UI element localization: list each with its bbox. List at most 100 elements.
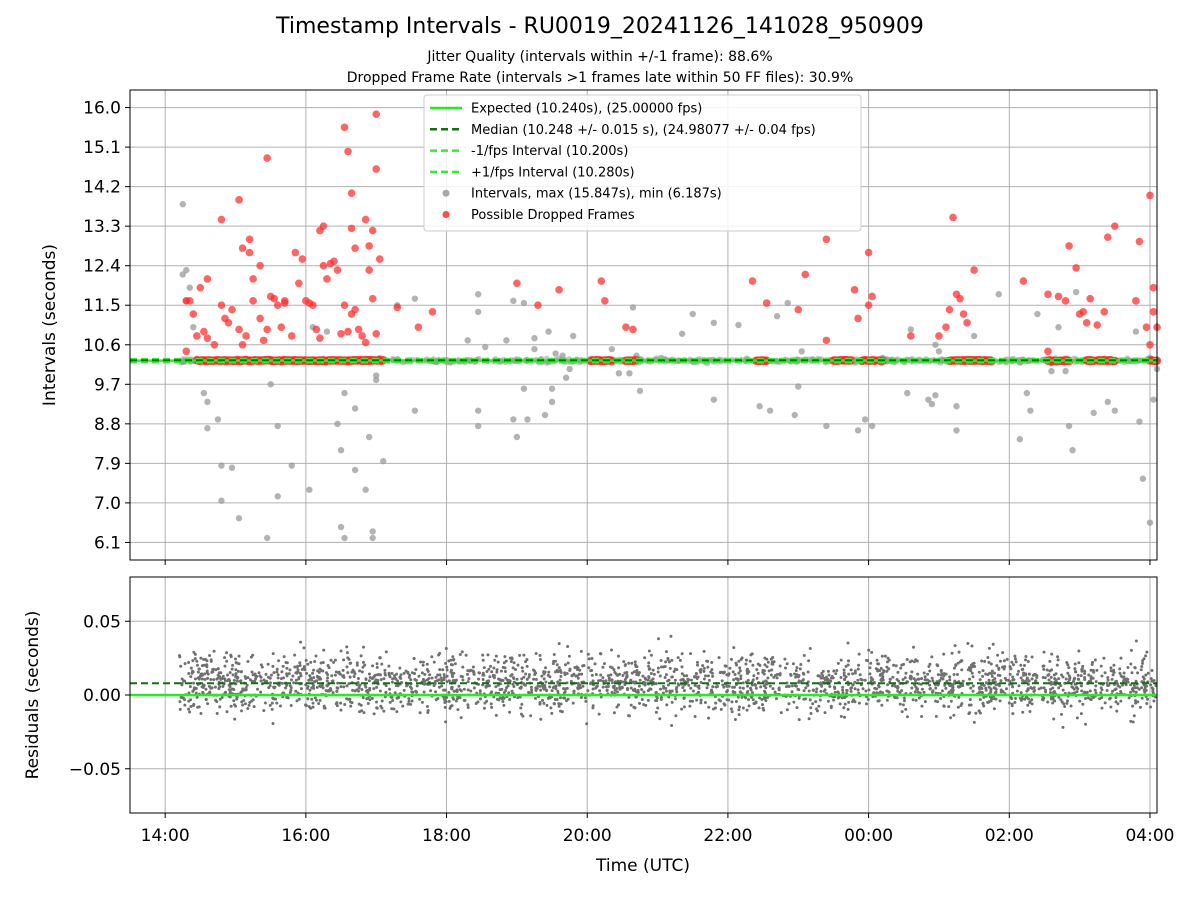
residual-point — [647, 661, 651, 665]
interval-point — [559, 352, 566, 359]
residual-point — [563, 671, 567, 675]
residual-point — [187, 672, 191, 676]
residual-point — [666, 679, 670, 683]
residual-point — [797, 688, 801, 692]
residual-point — [242, 698, 246, 702]
residual-point — [737, 705, 741, 709]
residual-point — [221, 685, 225, 689]
residual-point — [455, 697, 459, 701]
residual-point — [451, 655, 455, 659]
residual-point — [707, 716, 711, 720]
residual-point — [1151, 689, 1155, 693]
residual-point — [522, 653, 526, 657]
residual-point — [552, 653, 556, 657]
residual-point — [606, 685, 610, 689]
residual-point — [761, 668, 765, 672]
residual-point — [759, 685, 763, 689]
residual-point — [806, 670, 810, 674]
residual-point — [271, 664, 275, 668]
residual-point — [875, 687, 879, 691]
residual-point — [183, 703, 187, 707]
residual-point — [970, 644, 974, 648]
dropped-frame-point — [1146, 340, 1154, 349]
residual-point — [423, 673, 427, 677]
residual-point — [989, 662, 993, 666]
residual-point — [1100, 674, 1104, 678]
residual-point — [626, 688, 630, 692]
residual-point — [229, 704, 233, 708]
residual-point — [1109, 666, 1113, 670]
residual-point — [441, 668, 445, 672]
dropped-frame-point — [287, 332, 296, 340]
residual-point — [693, 714, 697, 718]
residual-point — [702, 666, 706, 670]
residual-point — [529, 714, 533, 718]
residual-point — [205, 669, 209, 673]
residual-point — [466, 705, 470, 709]
dropped-frame-point — [263, 154, 271, 162]
dropped-frame-point — [249, 275, 257, 283]
residual-point — [1093, 658, 1097, 662]
residual-point — [621, 673, 625, 677]
residual-point — [437, 685, 441, 689]
residual-point — [270, 701, 274, 705]
residual-point — [1016, 672, 1020, 676]
residual-point — [576, 681, 580, 685]
residual-point — [699, 670, 703, 674]
residual-point — [1042, 667, 1046, 671]
residual-point — [1021, 678, 1025, 682]
dropped-frame-point — [949, 213, 957, 222]
residual-point — [729, 707, 733, 711]
dropped-frame-point — [354, 325, 363, 334]
residual-point — [580, 672, 584, 676]
residual-point — [739, 674, 743, 678]
residual-point — [1011, 685, 1015, 689]
residual-point — [689, 678, 693, 682]
residual-point — [877, 685, 881, 689]
residual-point — [682, 705, 686, 709]
residual-point — [284, 686, 288, 690]
residual-point — [375, 662, 379, 666]
residual-point — [1027, 672, 1031, 676]
residual-point — [430, 676, 434, 680]
residual-point — [857, 701, 861, 705]
residual-point — [196, 705, 200, 709]
residual-point — [410, 699, 414, 703]
residual-point — [270, 707, 274, 711]
residual-point — [235, 695, 239, 699]
residual-point — [312, 676, 316, 680]
residual-point — [375, 685, 379, 689]
residual-point — [454, 678, 458, 682]
interval-point — [710, 396, 718, 403]
residual-point — [424, 682, 428, 686]
residual-point — [736, 677, 740, 681]
interval-point — [861, 416, 869, 423]
residual-point — [845, 689, 849, 693]
residual-point — [905, 658, 909, 662]
residual-point — [853, 669, 857, 673]
residual-point — [565, 671, 569, 675]
residual-point — [1065, 701, 1069, 705]
residual-point — [891, 675, 895, 679]
intervals-y-ticks: 6.17.07.98.89.710.611.512.413.314.215.11… — [83, 99, 130, 553]
residual-point — [510, 689, 514, 693]
residual-point — [217, 687, 221, 691]
residual-point — [1114, 700, 1118, 704]
residual-point — [1140, 665, 1144, 669]
residual-point — [587, 666, 591, 670]
residual-point — [1080, 689, 1084, 693]
residual-point — [498, 696, 502, 700]
residual-point — [346, 671, 350, 675]
residual-point — [1033, 689, 1037, 693]
residual-point — [856, 678, 860, 682]
residual-point — [957, 695, 961, 699]
residual-point — [428, 673, 432, 677]
residual-point — [995, 664, 999, 668]
residual-point — [457, 684, 461, 688]
residual-point — [193, 686, 197, 690]
residual-point — [1079, 712, 1083, 716]
residual-point — [984, 688, 988, 692]
residual-point — [1042, 686, 1046, 690]
residual-point — [200, 677, 204, 681]
residual-point — [245, 683, 249, 687]
